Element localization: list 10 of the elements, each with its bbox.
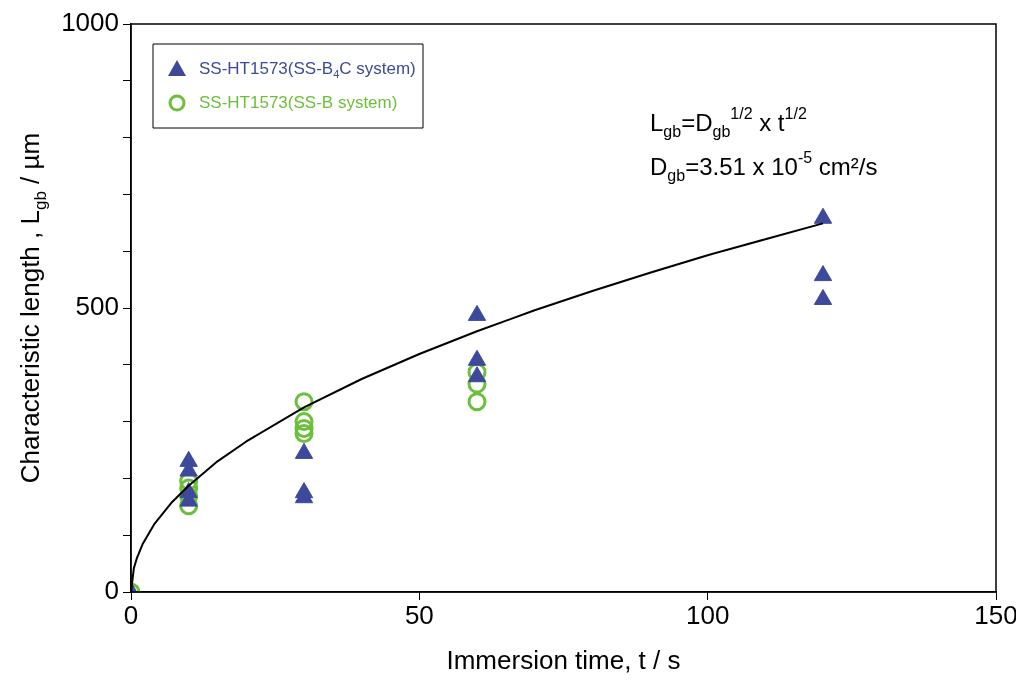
x-tick-label: 100 — [685, 600, 730, 631]
y-tick-label: 500 — [75, 291, 119, 322]
y-tick-label: 0 — [104, 575, 119, 606]
x-tick-label: 0 — [123, 600, 139, 631]
y-axis-title: Characteristic length , Lgb / µm — [15, 132, 50, 484]
x-axis-title: Immersion time, t / s — [446, 645, 681, 676]
y-tick-label: 1000 — [61, 7, 119, 38]
x-tick-label: 150 — [974, 600, 1018, 631]
x-tick-label: 50 — [404, 600, 434, 631]
legend-label: SS-HT1573(SS-B system) — [199, 92, 398, 112]
